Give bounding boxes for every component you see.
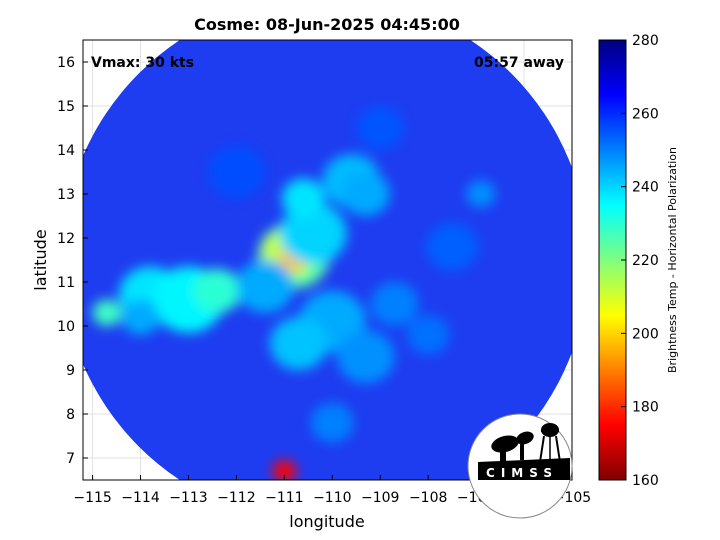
colorbar-ticks: 160 180 200 220 240 260 280 (621, 33, 659, 489)
x-tick-label: −108 (409, 490, 447, 506)
brightness-blob (425, 222, 479, 271)
x-tick-label: −110 (313, 490, 351, 506)
brightness-blob (370, 282, 419, 326)
radar-dish-icon (491, 435, 519, 453)
y-tick-label: 15 (57, 99, 75, 115)
colorbar: 160 180 200 220 240 260 280 Brightness Temp - … (598, 33, 679, 489)
y-tick-label: 16 (57, 55, 75, 71)
y-axis-label: latitude (31, 229, 50, 290)
x-tick-label: −109 (361, 490, 399, 506)
colorbar-tick-label: 200 (632, 326, 659, 342)
brightness-blob (207, 145, 266, 199)
brightness-blob (92, 299, 122, 326)
brightness-blob (406, 315, 450, 355)
colorbar-tick-label: 160 (632, 473, 659, 489)
plot-frame (82, 39, 573, 481)
brightness-blob (466, 180, 496, 208)
brightness-blob (269, 317, 328, 370)
logo-banner (478, 458, 570, 480)
brightness-blob (193, 268, 242, 313)
brightness-blob (236, 260, 294, 313)
colorbar-tick-label: 260 (632, 106, 659, 122)
brightness-blob (281, 178, 326, 219)
colorbar-tick-label: 180 (632, 400, 659, 416)
y-tick-label: 11 (57, 275, 75, 291)
logo-text: CIMSS (486, 466, 558, 480)
brightness-blob (121, 299, 160, 335)
radar-dish-small-icon (516, 431, 534, 445)
colorbar-label: Brightness Temp - Horizontal Polarizatio… (666, 147, 679, 373)
chart-title: Cosme: 08-Jun-2025 04:45:00 (194, 15, 460, 34)
brightness-blob (310, 403, 354, 443)
colorbar-tick-label: 220 (632, 253, 659, 269)
x-axis-label: longitude (289, 512, 364, 531)
plot-area: −115−114−113−112−111−110−109−108−107−106… (57, 39, 591, 506)
colorbar-tick-label: 280 (632, 33, 659, 49)
brightness-features (92, 106, 496, 480)
x-tick-label: −114 (121, 490, 160, 506)
brightness-blob (337, 330, 395, 384)
brightness-blob (341, 172, 390, 216)
cimss-logo: CIMSS (467, 413, 573, 519)
y-tick-label: 10 (57, 319, 75, 335)
y-tick-label: 14 (57, 143, 75, 159)
y-tick-label: 12 (57, 231, 75, 247)
x-tick-label: −113 (169, 490, 207, 506)
x-tick-label: −115 (73, 490, 111, 506)
y-tick-label: 13 (57, 187, 75, 203)
vmax-label: Vmax: 30 kts (91, 55, 194, 71)
y-tick-label: 8 (66, 407, 75, 423)
brightness-blob (356, 106, 405, 150)
y-tick-label: 9 (66, 363, 75, 379)
x-tick-label: −112 (217, 490, 255, 506)
brightness-blob (279, 202, 347, 265)
brightness-blob (272, 460, 297, 480)
y-tick-label: 7 (66, 451, 75, 467)
colorbar-tick-label: 240 (632, 180, 659, 196)
x-tick-label: −111 (265, 490, 303, 506)
time-away-label: 05:57 away (474, 55, 564, 71)
y-axis-ticks: 7 8 9 10 11 12 13 14 15 16 (57, 55, 88, 467)
